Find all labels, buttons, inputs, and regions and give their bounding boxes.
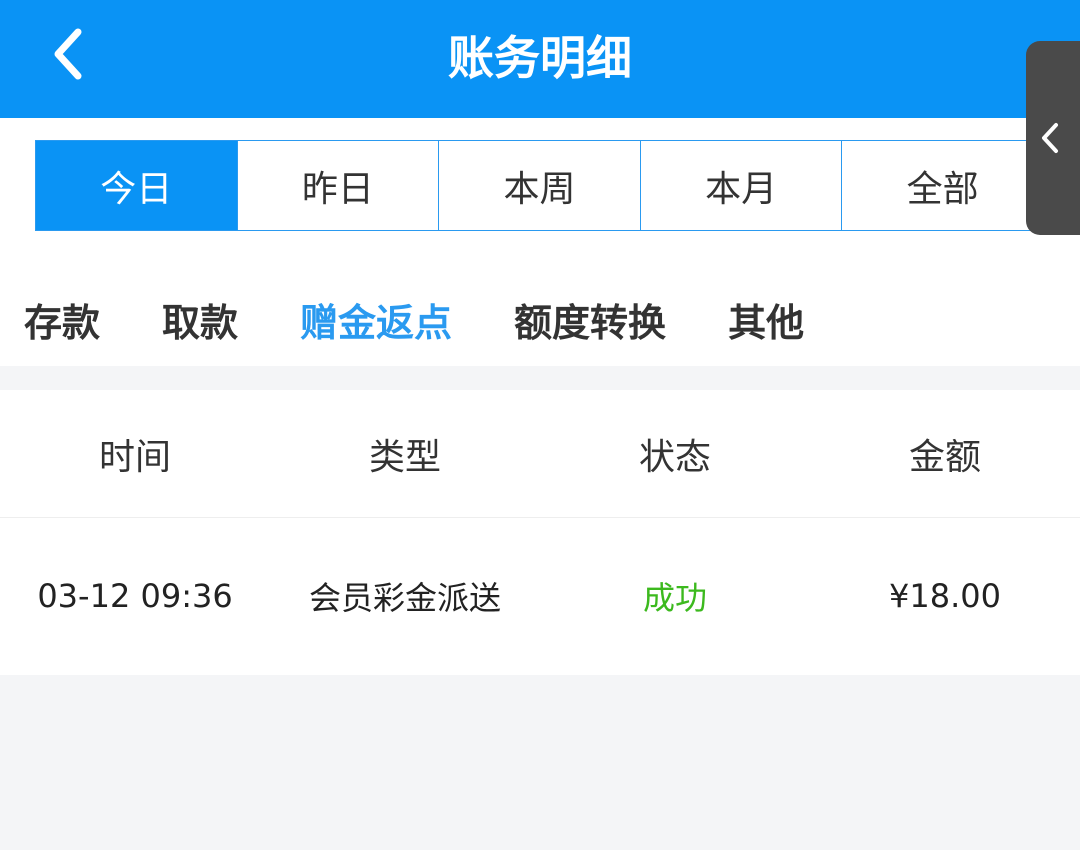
tab-this-week[interactable]: 本周 (439, 141, 641, 230)
tab-this-month[interactable]: 本月 (640, 141, 843, 230)
category-other[interactable]: 其他 (728, 301, 805, 345)
column-header: 时间 (98, 436, 171, 478)
category-tabs: 存款 取款 赠金返点 额度转换 其他 (24, 292, 804, 347)
page-title: 账务明细 (448, 31, 632, 85)
amount-cell: ¥18.00 (889, 577, 1001, 615)
chevron-left-icon (54, 28, 82, 80)
table-header: 时间 类型 状态 金额 (0, 390, 1080, 518)
date-tabs: 今日 昨日 本周 本月 全部 (35, 140, 1045, 231)
back-button[interactable] (48, 26, 88, 82)
category-transfer[interactable]: 额度转换 (514, 301, 667, 345)
column-header: 类型 (368, 436, 441, 478)
time-cell: 03-12 09:36 (37, 577, 233, 615)
category-bonus-rebate[interactable]: 赠金返点 (300, 301, 453, 345)
type-cell: 会员彩金派送 (308, 579, 501, 617)
chevron-left-icon (1042, 123, 1058, 153)
table-row[interactable]: 03-12 09:36 会员彩金派送 成功 ¥18.00 (0, 518, 1080, 674)
tab-today[interactable]: 今日 (36, 141, 238, 230)
column-header: 金额 (908, 436, 981, 478)
status-cell: 成功 (642, 579, 707, 617)
tab-yesterday[interactable]: 昨日 (237, 141, 440, 230)
category-deposit[interactable]: 存款 (24, 301, 101, 345)
side-drawer-handle[interactable] (1026, 41, 1080, 235)
header-bar: 账务明细 (0, 0, 1080, 118)
records-table: 时间 类型 状态 金额 03-12 09:36 会员彩金派送 成功 ¥18.00 (0, 390, 1080, 675)
tab-all[interactable]: 全部 (842, 141, 1044, 230)
column-header: 状态 (638, 436, 711, 478)
category-withdraw[interactable]: 取款 (162, 301, 239, 345)
